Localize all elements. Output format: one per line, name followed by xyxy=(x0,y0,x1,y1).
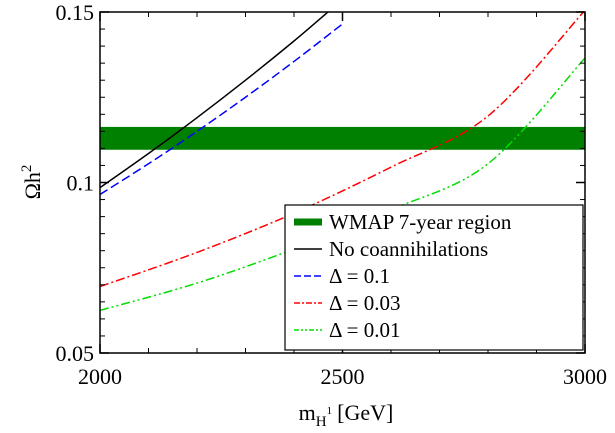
legend-label-5: Δ = 0.01 xyxy=(329,318,400,342)
y-axis-title: Ωh2 xyxy=(19,165,45,200)
y-tick-label: 0.1 xyxy=(67,171,95,196)
x-tick-label: 3000 xyxy=(563,364,607,389)
series-line-2 xyxy=(100,23,343,196)
legend-label-3: Δ = 0.1 xyxy=(329,264,390,288)
y-axis-title-main: Ωh xyxy=(20,172,45,199)
axes: 2000 2500 3000 0.05 0.1 0.15 xyxy=(56,0,608,389)
x-axis-title-sub: H xyxy=(316,414,327,430)
series-line-1 xyxy=(100,12,329,189)
legend-label-4: Δ = 0.03 xyxy=(329,291,400,315)
y-axis-title-sup: 2 xyxy=(19,165,35,173)
legend: WMAP 7-year region No coannihilations Δ = … xyxy=(284,204,584,351)
x-tick-label: 2500 xyxy=(321,364,365,389)
wmap-band xyxy=(100,126,585,150)
y-tick-label: 0.15 xyxy=(56,0,95,25)
y-tick-label: 0.05 xyxy=(56,341,95,366)
x-axis-title: mH1 [GeV] xyxy=(299,400,394,430)
legend-box xyxy=(284,204,584,351)
x-axis-title-main: m xyxy=(299,400,316,425)
legend-label-2: No coannihilations xyxy=(329,237,488,261)
x-axis-title-sup: 1 xyxy=(327,405,333,417)
legend-label-1: WMAP 7-year region xyxy=(329,210,512,234)
x-tick-label: 2000 xyxy=(78,364,122,389)
x-axis-title-unit: [GeV] xyxy=(337,400,393,425)
